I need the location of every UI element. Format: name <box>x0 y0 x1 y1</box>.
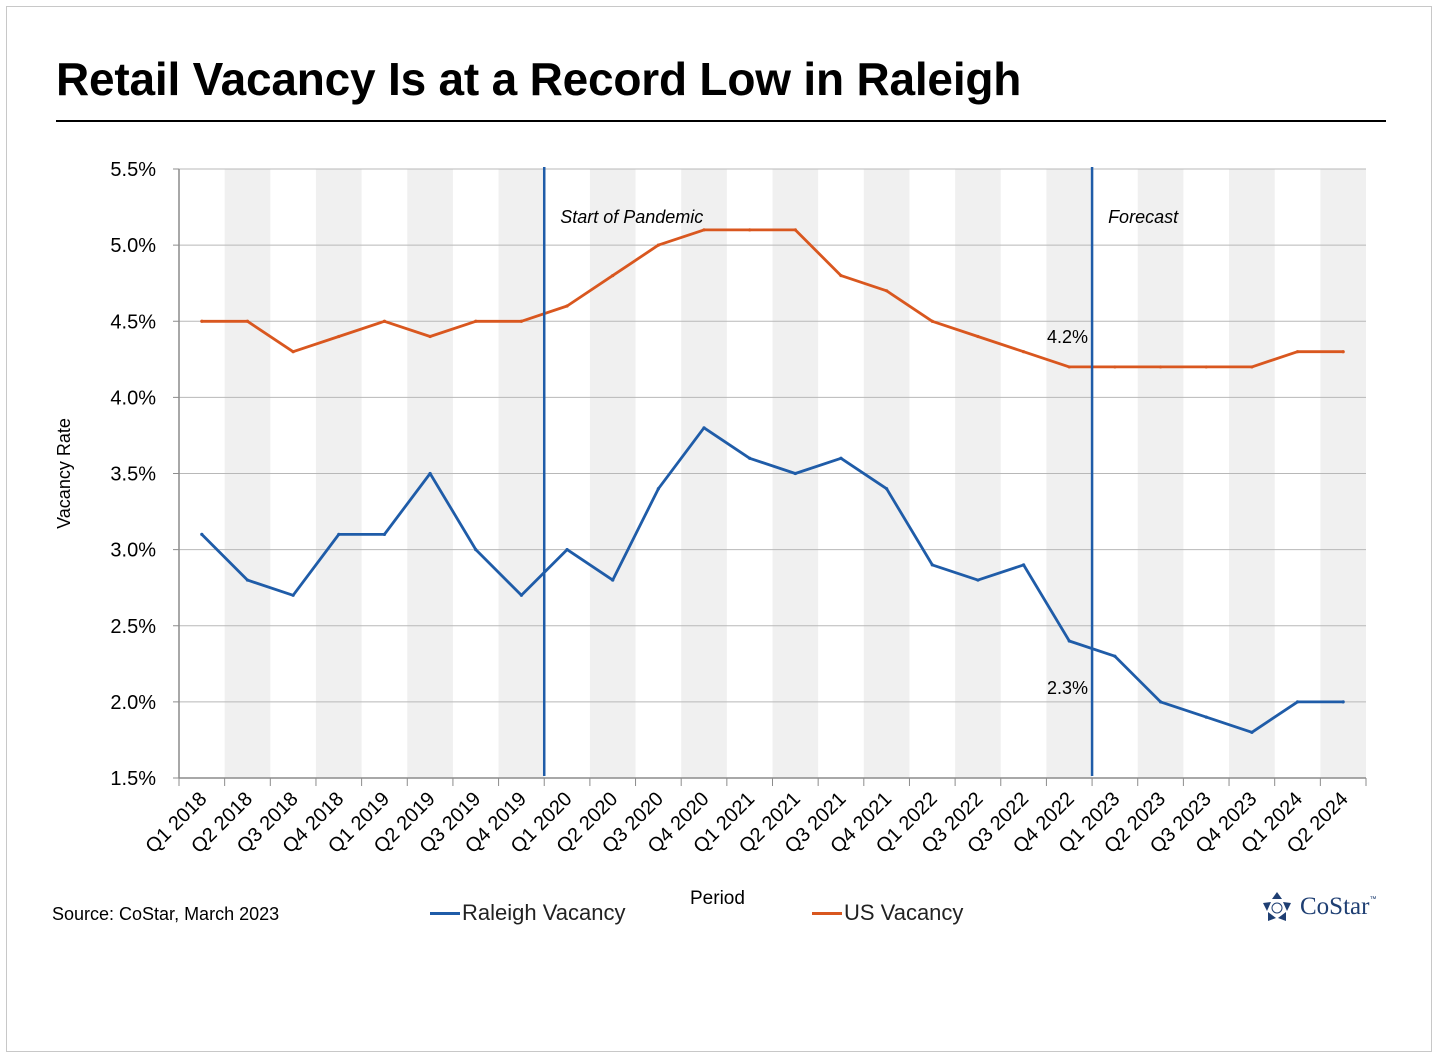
point-us <box>1250 365 1254 369</box>
point-us <box>1021 350 1026 354</box>
point-raleigh <box>930 563 934 567</box>
point-us <box>519 319 524 323</box>
point-raleigh <box>1067 639 1071 643</box>
y-tick-label: 2.5% <box>110 616 156 638</box>
y-tick-label: 3.5% <box>110 464 156 486</box>
costar-logo: CoStar ™ <box>1260 890 1376 924</box>
y-tick-label: 4.0% <box>110 387 156 409</box>
source-note: Source: CoStar, March 2023 <box>52 904 280 924</box>
point-us <box>291 350 295 354</box>
point-us <box>200 319 204 323</box>
point-us <box>1204 365 1208 369</box>
legend-swatch-raleigh <box>430 911 460 915</box>
point-us <box>1113 365 1117 369</box>
point-raleigh <box>245 578 250 582</box>
annotation-raleigh-value: 2.3% <box>1047 678 1088 698</box>
chart-title: Retail Vacancy Is at a Record Low in Ral… <box>56 53 1022 105</box>
point-us <box>748 228 752 232</box>
point-us <box>885 289 889 293</box>
annotation-us-value: 4.2% <box>1047 327 1088 347</box>
legend-swatch-us <box>812 911 842 915</box>
point-us <box>382 319 387 323</box>
point-raleigh <box>200 532 204 537</box>
point-us <box>428 334 432 339</box>
y-tick-label: 2.0% <box>110 692 156 714</box>
y-tick-label: 5.5% <box>110 159 156 181</box>
legend-item-us: US Vacancy <box>812 900 963 926</box>
logo-trademark: ™ <box>1369 896 1377 903</box>
point-raleigh <box>1204 715 1208 719</box>
costar-star-icon <box>1263 892 1291 921</box>
y-axis-title: Vacancy Rate <box>54 418 74 529</box>
pandemic-marker-label: Start of Pandemic <box>560 207 703 227</box>
legend-item-raleigh: Raleigh Vacancy <box>430 900 625 926</box>
point-raleigh <box>519 593 524 597</box>
point-us <box>337 334 341 339</box>
series-line-us <box>200 228 1345 369</box>
point-us <box>930 319 934 323</box>
point-us <box>839 273 843 278</box>
point-raleigh <box>428 471 432 476</box>
point-us <box>702 228 706 232</box>
point-raleigh <box>611 578 615 582</box>
point-raleigh <box>885 487 889 491</box>
point-raleigh <box>1250 730 1254 734</box>
y-tick-label: 5.0% <box>110 235 156 257</box>
logo-wordmark: CoStar <box>1300 893 1370 920</box>
series-line-raleigh <box>200 426 1345 734</box>
point-us <box>1295 350 1300 354</box>
point-us <box>1341 350 1345 354</box>
point-raleigh <box>1295 700 1300 704</box>
point-raleigh <box>565 548 569 552</box>
chart-frame <box>6 6 1432 1052</box>
point-us <box>793 228 797 232</box>
y-tick-label: 3.0% <box>110 540 156 562</box>
legend-label-raleigh: Raleigh Vacancy <box>462 900 626 925</box>
point-us <box>474 319 478 323</box>
point-us <box>1067 365 1071 369</box>
x-axis-label: Period <box>690 888 745 909</box>
point-raleigh <box>702 426 706 430</box>
point-raleigh <box>839 456 843 460</box>
point-us <box>1158 365 1163 369</box>
legend-label-us: US Vacancy <box>844 900 964 925</box>
point-raleigh <box>474 548 478 552</box>
point-us <box>656 243 660 247</box>
point-us <box>976 334 980 339</box>
point-raleigh <box>1113 654 1117 658</box>
point-us <box>611 273 615 278</box>
y-tick-label: 4.5% <box>110 311 156 333</box>
point-raleigh <box>337 532 341 537</box>
point-raleigh <box>291 593 295 597</box>
y-tick-label: 1.5% <box>110 768 156 790</box>
point-raleigh <box>382 532 387 537</box>
forecast-marker-label: Forecast <box>1108 207 1179 227</box>
point-raleigh <box>1021 563 1026 567</box>
point-raleigh <box>976 578 980 582</box>
point-us <box>565 304 569 308</box>
point-raleigh <box>656 487 660 491</box>
title-divider <box>56 120 1386 122</box>
point-raleigh <box>793 471 797 476</box>
point-raleigh <box>1341 700 1345 704</box>
point-us <box>245 319 250 323</box>
point-raleigh <box>1158 700 1163 704</box>
point-raleigh <box>748 456 752 460</box>
